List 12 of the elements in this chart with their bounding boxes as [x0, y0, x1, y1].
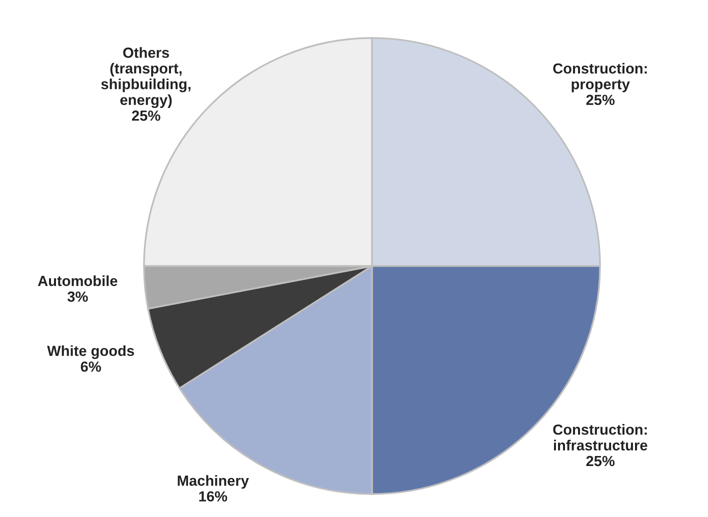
- slice-label: Construction: infrastructure: [553, 424, 648, 450]
- data-label: 25%: [586, 456, 615, 466]
- slice-label: Automobile: [38, 275, 118, 286]
- data-label: 25%: [586, 94, 615, 106]
- data-label: 3%: [67, 291, 88, 302]
- slice-label: Construction: property: [553, 62, 647, 92]
- slice-label: Others (transport, shipbuilding, energy): [101, 47, 190, 108]
- data-label: 6%: [80, 361, 101, 372]
- data-label: 25%: [132, 110, 160, 121]
- data-label: 16%: [199, 491, 228, 502]
- slice-label: Machinery: [178, 475, 249, 489]
- slice-label: White goods: [47, 345, 134, 359]
